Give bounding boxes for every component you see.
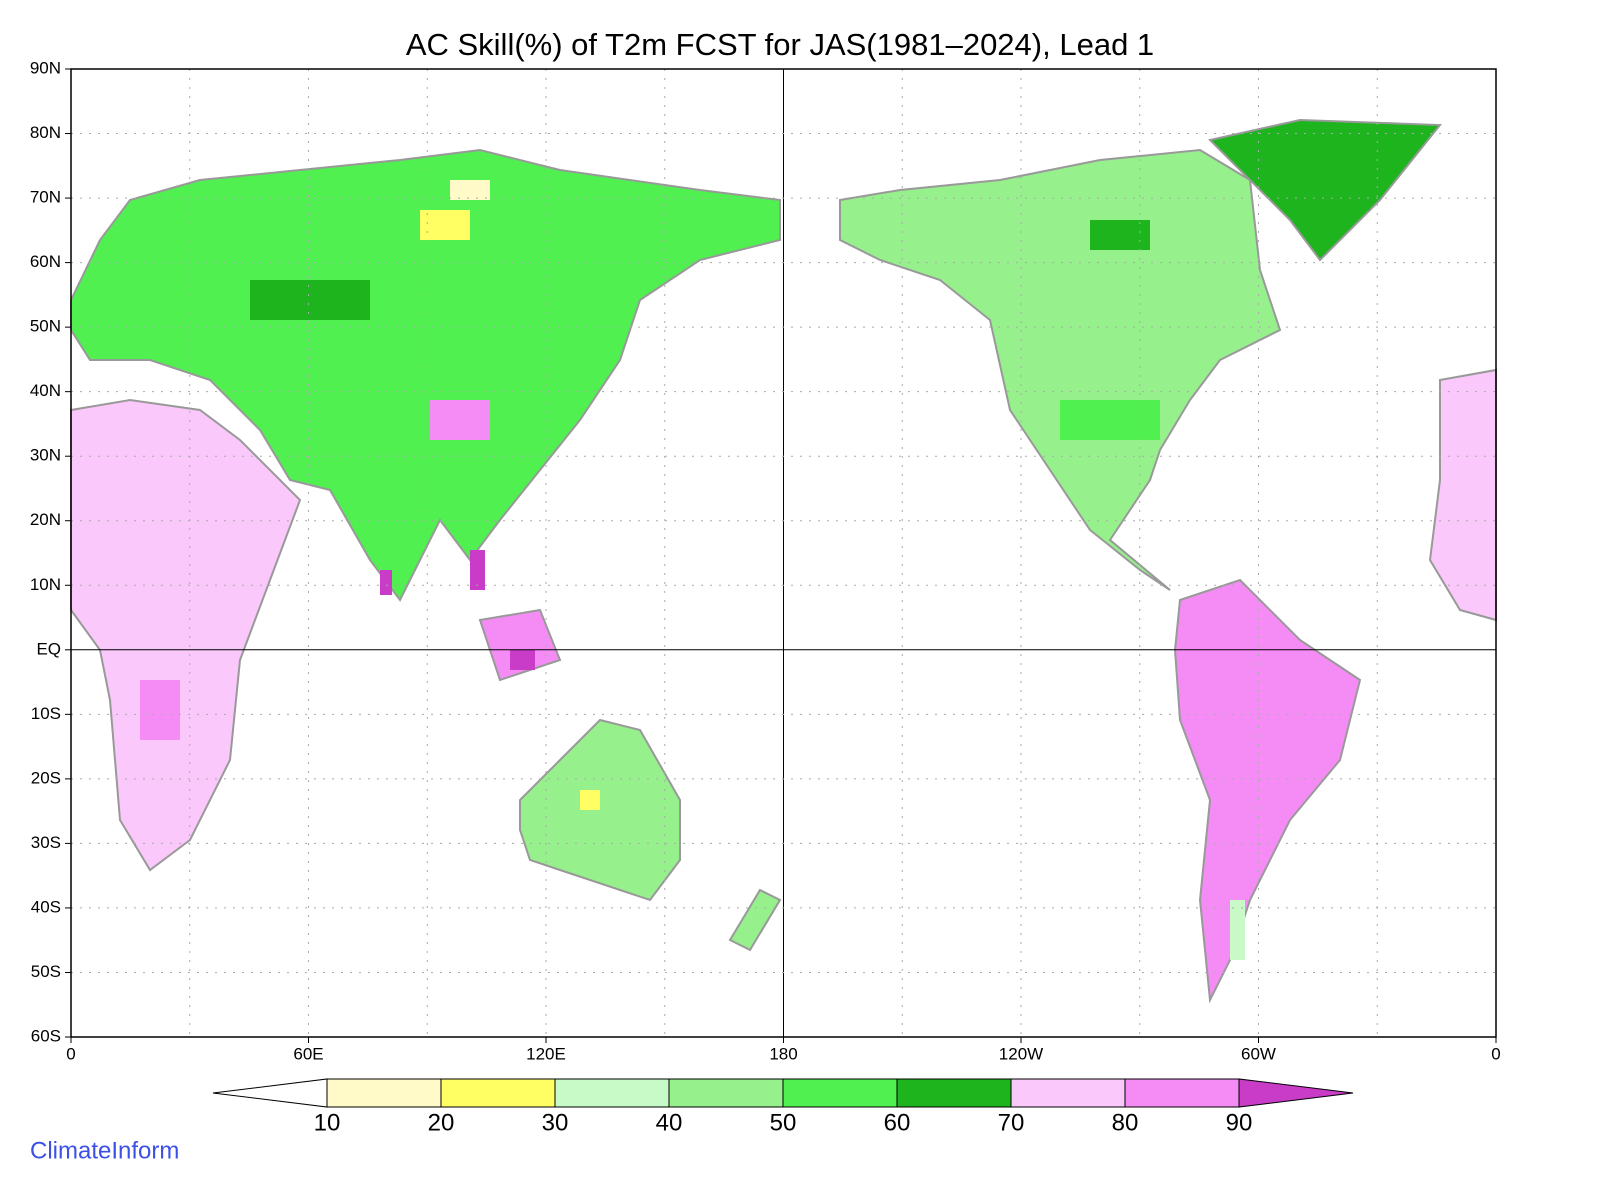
land	[478, 608, 562, 682]
colorbar-label: 30	[542, 1109, 569, 1136]
lat-label: 80N	[30, 123, 61, 142]
skill-patch	[1330, 170, 1370, 210]
skill-patch	[1090, 220, 1150, 250]
skill-patch	[450, 180, 490, 200]
skill-patch	[1270, 700, 1310, 730]
lon-label: 60E	[293, 1044, 323, 1063]
colorbar-swatch	[782, 1078, 898, 1108]
colorbar-label: 80	[1112, 1109, 1139, 1136]
skill-patch	[1060, 400, 1160, 440]
skill-patch	[580, 790, 600, 810]
skill-patch	[140, 680, 180, 740]
lon-label: 120E	[526, 1044, 566, 1063]
lat-label: 20N	[30, 510, 61, 529]
colorbar-swatch	[554, 1078, 670, 1108]
lat-label: 40N	[30, 381, 61, 400]
lat-label: 50S	[31, 962, 61, 981]
skill-patch	[510, 650, 535, 670]
map-frame	[70, 68, 1497, 1038]
colorbar-label: 40	[656, 1109, 683, 1136]
skill-patch	[420, 210, 470, 240]
lat-label: EQ	[36, 639, 61, 658]
skill-patch	[430, 400, 490, 440]
land	[70, 398, 302, 872]
colorbar-label: 90	[1226, 1109, 1253, 1136]
colorbar-label: 20	[428, 1109, 455, 1136]
lat-label: 90N	[30, 58, 61, 77]
lat-label: 40S	[31, 897, 61, 916]
land	[728, 888, 782, 952]
colorbar-swatch	[668, 1078, 784, 1108]
colorbar-label: 10	[314, 1109, 341, 1136]
credit: ClimateInform	[30, 1137, 179, 1164]
lat-label: 10N	[30, 575, 61, 594]
land	[1173, 578, 1362, 1004]
colorbar-swatch	[1238, 1078, 1354, 1108]
colorbar-label: 60	[884, 1109, 911, 1136]
colorbar-swatch	[440, 1078, 556, 1108]
lon-label: 0	[66, 1044, 75, 1063]
land	[839, 148, 1282, 591]
colorbar-swatch	[326, 1078, 442, 1108]
lon-label: 120W	[999, 1044, 1043, 1063]
lat-label: 50N	[30, 317, 61, 336]
land	[1428, 368, 1497, 622]
land	[1208, 118, 1443, 262]
skill-patch	[380, 570, 392, 595]
lat-label: 30S	[31, 833, 61, 852]
lat-label: 60N	[30, 252, 61, 271]
lon-label: 60W	[1241, 1044, 1276, 1063]
lat-label: 20S	[31, 768, 61, 787]
lat-label: 60S	[31, 1026, 61, 1045]
colorbar-swatch	[896, 1078, 1012, 1108]
colorbar-swatch	[1124, 1078, 1240, 1108]
colorbar-label: 50	[770, 1109, 797, 1136]
skill-patch	[470, 550, 485, 590]
lat-label: 30N	[30, 446, 61, 465]
map-title: AC Skill(%) of T2m FCST for JAS(1981–202…	[406, 27, 1154, 62]
skill-patch	[250, 280, 370, 320]
lat-label: 10S	[31, 704, 61, 723]
colorbar-swatch	[1010, 1078, 1126, 1108]
colorbar-label: 70	[998, 1109, 1025, 1136]
colorbar-swatch	[212, 1078, 328, 1108]
lon-label: 0	[1491, 1044, 1500, 1063]
lon-label: 180	[769, 1044, 797, 1063]
skill-patch	[1230, 900, 1245, 960]
lat-label: 70N	[30, 188, 61, 207]
